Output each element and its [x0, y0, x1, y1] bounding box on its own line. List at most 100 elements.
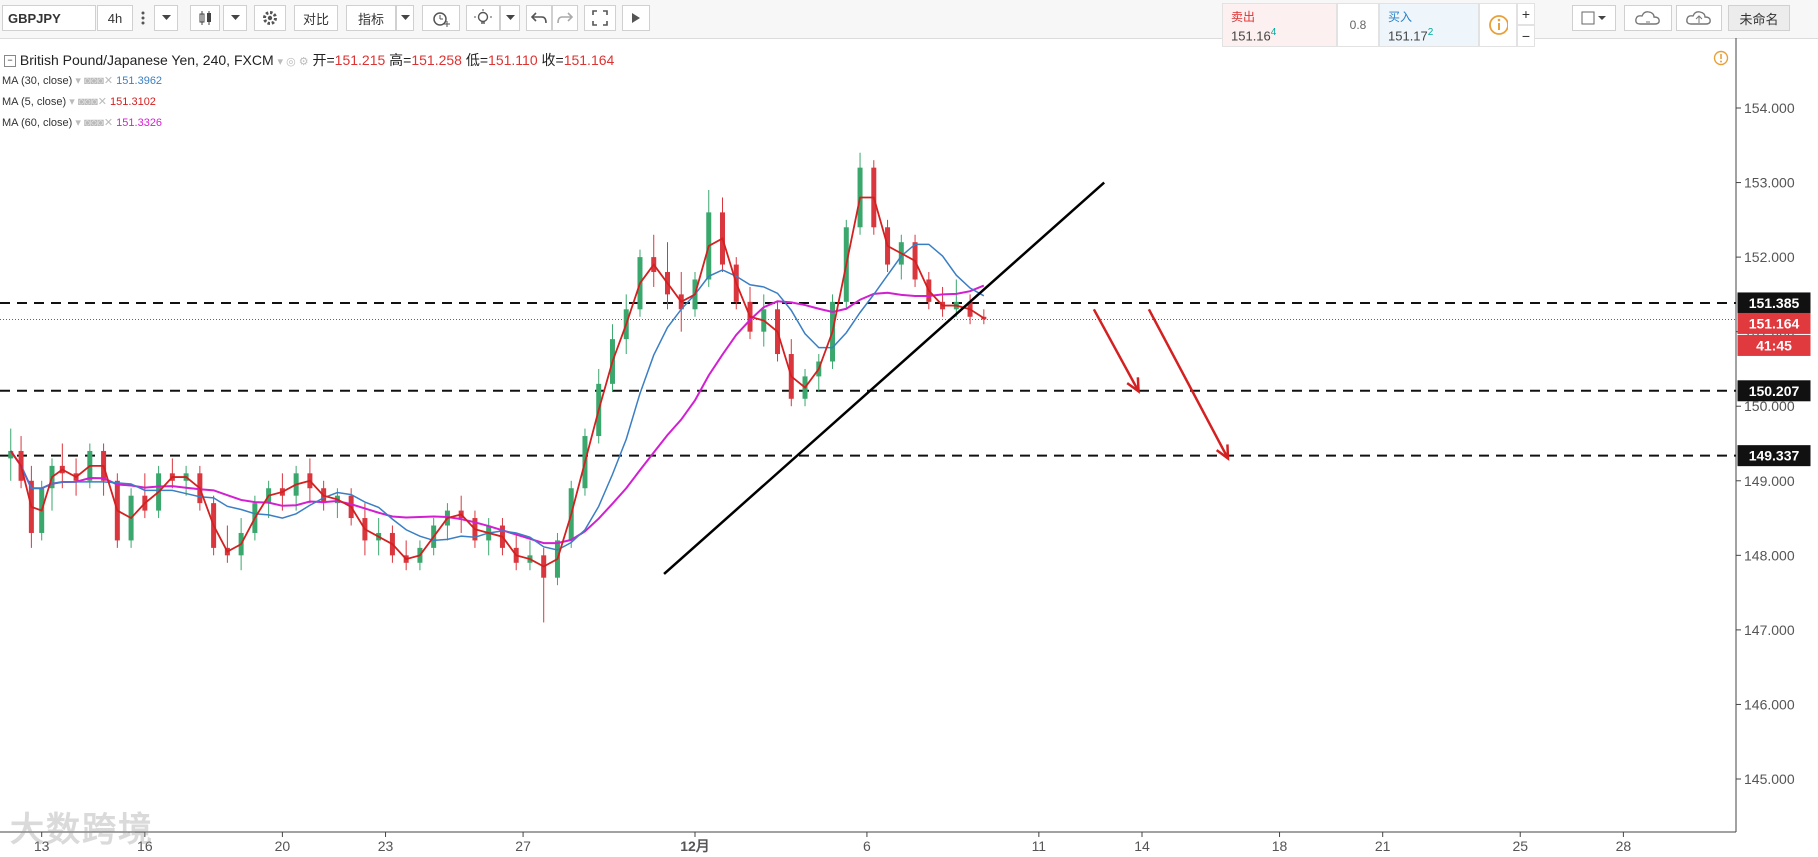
- ma30-legend[interactable]: MA (30, close) ▾ ◙◙◙✕ 151.3962: [2, 74, 162, 87]
- buy-label: 买入: [1388, 10, 1413, 24]
- top-toolbar: GBPJPY 4h 对比 指标: [0, 0, 1818, 39]
- x-tick-label: 6: [863, 838, 871, 854]
- ma60-value: 151.3326: [116, 117, 163, 129]
- ideas-lightbulb-icon[interactable]: [466, 5, 500, 31]
- symbol-input[interactable]: GBPJPY: [2, 5, 96, 31]
- price-tag-level-2: 150.207: [1749, 383, 1800, 399]
- down-arrow-line: [1147, 308, 1230, 459]
- interval-dropdown-chevron-down-icon[interactable]: [154, 5, 178, 31]
- layout-square-icon[interactable]: [1572, 5, 1616, 31]
- ma30-value: 151.3962: [116, 75, 163, 87]
- x-tick-label: 14: [1134, 838, 1150, 854]
- legend-title[interactable]: British Pound/Japanese Yen, 240, FXCM: [19, 52, 274, 68]
- ma60-legend[interactable]: MA (60, close) ▾ ◙◙◙✕ 151.3326: [2, 116, 162, 129]
- cloud-save-icon[interactable]: [1624, 5, 1672, 31]
- high-label: 高=: [389, 52, 412, 68]
- alert-clock-icon[interactable]: [422, 5, 460, 31]
- layout-name-button[interactable]: 未命名: [1728, 5, 1790, 31]
- price-tag-level-2-bg: [1737, 380, 1811, 402]
- low-value: 151.110: [488, 52, 538, 68]
- cloud-upload-icon[interactable]: [1676, 5, 1722, 31]
- x-tick-label: 11: [1032, 838, 1047, 854]
- indicators-button[interactable]: 指标: [346, 5, 396, 31]
- y-tick-label: 149.000: [1744, 473, 1795, 489]
- x-tick-label: 12月: [680, 838, 710, 854]
- buy-price: 151.17: [1388, 28, 1428, 44]
- price-tag-level-3: 149.337: [1749, 448, 1800, 464]
- x-tick-label: 13: [34, 838, 50, 854]
- interval-menu-icon[interactable]: [136, 5, 150, 31]
- down-arrow-line: [1092, 308, 1140, 392]
- price-chart[interactable]: 145.000 146.000 147.000 148.000 149.000 150.0…: [0, 38, 1818, 857]
- x-tick-label: 27: [515, 838, 531, 854]
- collapse-legend-icon[interactable]: −: [4, 55, 16, 68]
- down-arrow-head: [1126, 377, 1140, 394]
- y-tick-label: 154.000: [1744, 100, 1795, 116]
- y-tick-label: 152.000: [1744, 249, 1795, 265]
- x-tick-label: 18: [1272, 838, 1288, 854]
- plus-icon[interactable]: +: [1517, 3, 1535, 25]
- y-tick-label: 150.000: [1744, 398, 1795, 414]
- sell-price: 151.16: [1231, 28, 1271, 44]
- high-value: 151.258: [411, 52, 462, 68]
- warning-icon[interactable]: [1713, 50, 1729, 71]
- close-label: 收=: [541, 52, 564, 68]
- interval-button[interactable]: 4h: [97, 5, 133, 31]
- down-arrow-head: [1215, 444, 1230, 461]
- watermark-logo: 大数跨境: [10, 810, 154, 850]
- x-tick-label: 20: [275, 838, 291, 854]
- minus-icon[interactable]: −: [1517, 25, 1535, 47]
- ma5-controls-icon[interactable]: ▾ ◙◙◙✕: [69, 96, 107, 108]
- ideas-chevron-down-icon[interactable]: [500, 5, 520, 31]
- close-value: 151.164: [563, 52, 615, 68]
- price-tag-countdown-bg: [1737, 334, 1811, 356]
- open-value: 151.215: [334, 52, 386, 68]
- sell-label: 卖出: [1231, 10, 1256, 24]
- spread-value: 0.8: [1337, 3, 1379, 47]
- y-tick-label: 148.000: [1744, 547, 1795, 563]
- x-tick-label: 28: [1616, 838, 1632, 854]
- redo-icon[interactable]: [552, 5, 578, 31]
- y-tick-label: 147.000: [1744, 622, 1795, 638]
- x-tick-label: 21: [1375, 838, 1391, 854]
- buy-pip: 2: [1427, 27, 1434, 38]
- price-tag-countdown: 41:45: [1756, 337, 1792, 353]
- compare-button[interactable]: 对比: [294, 5, 338, 31]
- chart-legend: − British Pound/Japanese Yen, 240, FXCM …: [4, 50, 614, 70]
- x-tick-label: 25: [1512, 838, 1528, 854]
- ma5-value: 151.3102: [110, 96, 156, 108]
- open-label: 开=: [312, 52, 335, 68]
- legend-eye-icon[interactable]: ▾ ◎ ⚙: [277, 56, 309, 68]
- buy-panel[interactable]: 买入 151.172: [1379, 3, 1479, 47]
- y-tick-label: 146.000: [1744, 696, 1795, 712]
- play-replay-icon[interactable]: [622, 5, 650, 31]
- candle-body: [8, 450, 14, 459]
- y-tick-label: 153.000: [1744, 175, 1795, 191]
- ma5-legend[interactable]: MA (5, close) ▾ ◙◙◙✕ 151.3102: [2, 95, 156, 108]
- chart-style-chevron-down-icon[interactable]: [223, 5, 247, 31]
- price-tag-current: 151.164: [1749, 315, 1800, 331]
- ma30-controls-icon[interactable]: ▾ ◙◙◙✕: [75, 75, 114, 87]
- candle-style-icon[interactable]: [190, 5, 220, 31]
- ma60-line: [9, 284, 985, 545]
- ma60-controls-icon[interactable]: ▾ ◙◙◙✕: [75, 117, 114, 129]
- fullscreen-icon[interactable]: [584, 5, 616, 31]
- ma30-label: MA (30, close): [2, 75, 73, 87]
- ma5-line: [10, 196, 985, 568]
- settings-gear-icon[interactable]: [254, 5, 286, 31]
- ma5-label: MA (5, close): [2, 96, 67, 108]
- price-tag-level-3-bg: [1737, 445, 1811, 467]
- sell-pip: 4: [1270, 27, 1277, 38]
- price-tag-level-1: 151.385: [1749, 295, 1800, 311]
- x-tick-label: 16: [137, 838, 153, 854]
- price-tag-current-bg: [1737, 312, 1811, 334]
- x-tick-label: 23: [378, 838, 394, 854]
- indicators-chevron-down-icon[interactable]: [396, 5, 414, 31]
- sell-panel[interactable]: 卖出 151.164: [1222, 3, 1337, 47]
- info-icon[interactable]: [1479, 3, 1517, 47]
- low-label: 低=: [465, 52, 489, 68]
- trendline: [663, 181, 1106, 575]
- undo-icon[interactable]: [526, 5, 552, 31]
- ma60-label: MA (60, close): [2, 117, 73, 129]
- y-tick-label: 145.000: [1744, 771, 1795, 787]
